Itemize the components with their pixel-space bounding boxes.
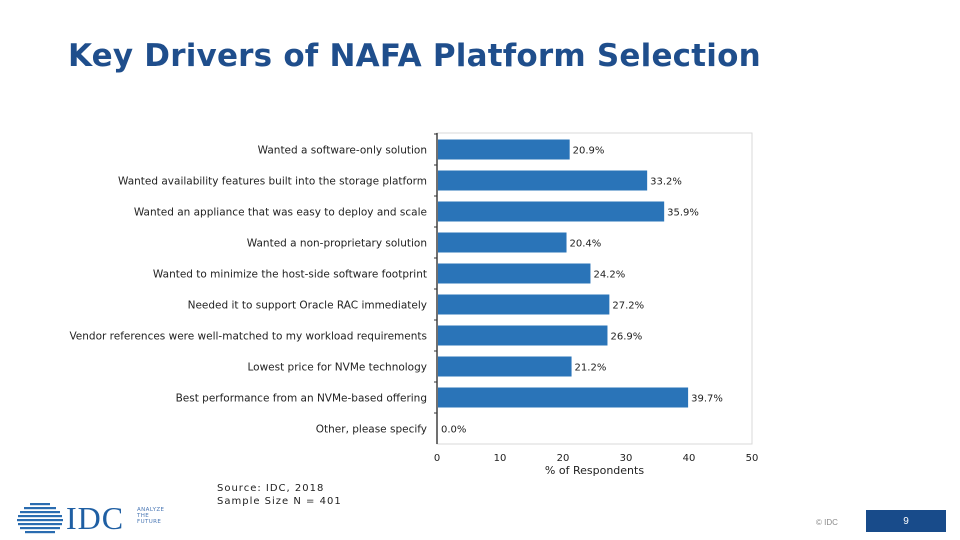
category-label: Wanted to minimize the host-side softwar…	[153, 269, 427, 281]
category-label: Wanted availability features built into …	[118, 176, 427, 188]
logo-tagline: ANALYZE THE FUTURE	[137, 507, 164, 525]
data-label: 33.2%	[650, 177, 682, 188]
bar	[438, 387, 689, 408]
x-tick-label: 20	[557, 453, 570, 464]
x-tick-label: 50	[746, 453, 759, 464]
x-tick-label: 40	[683, 453, 696, 464]
data-label: 20.4%	[570, 239, 602, 250]
logo-tagline-line: THE	[137, 513, 150, 519]
sample-size-line: Sample Size N = 401	[217, 496, 342, 507]
category-label: Other, please specify	[316, 424, 427, 436]
category-label: Best performance from an NVMe-based offe…	[176, 393, 427, 405]
data-label: 39.7%	[691, 394, 723, 405]
data-label: 0.0%	[441, 425, 466, 436]
idc-logo-text: IDC	[66, 500, 125, 536]
data-label: 21.2%	[575, 363, 607, 374]
bar	[438, 201, 665, 222]
category-label: Wanted a non-proprietary solution	[247, 238, 427, 250]
logo-tagline-line: FUTURE	[137, 519, 162, 525]
data-label: 20.9%	[573, 146, 605, 157]
category-label: Vendor references were well-matched to m…	[69, 331, 427, 343]
bar	[438, 325, 608, 346]
data-label: 35.9%	[667, 208, 699, 219]
category-label: Needed it to support Oracle RAC immediat…	[188, 300, 427, 312]
data-label: 24.2%	[593, 270, 625, 281]
source-note: Source: IDC, 2018 Sample Size N = 401	[217, 482, 342, 508]
data-label: 26.9%	[610, 332, 642, 343]
bar	[438, 232, 567, 253]
x-tick-label: 10	[494, 453, 507, 464]
logo-tagline-line: ANALYZE	[137, 507, 165, 513]
page-number: 9	[866, 510, 946, 532]
category-label: Lowest price for NVMe technology	[247, 362, 427, 374]
slide-title: Key Drivers of NAFA Platform Selection	[68, 38, 761, 74]
x-tick-label: 0	[434, 453, 440, 464]
data-label: 27.2%	[612, 301, 644, 312]
copyright: © IDC	[816, 518, 838, 527]
x-tick-label: 30	[620, 453, 633, 464]
bar	[438, 294, 610, 315]
category-label: Wanted a software-only solution	[258, 145, 427, 157]
bar	[438, 139, 570, 160]
bar	[438, 263, 591, 284]
bar	[438, 170, 648, 191]
source-line: Source: IDC, 2018	[217, 483, 325, 494]
category-label: Wanted an appliance that was easy to dep…	[134, 207, 427, 219]
x-axis-title: % of Respondents	[545, 464, 644, 477]
idc-globe-icon	[17, 503, 63, 534]
bar	[438, 356, 572, 377]
